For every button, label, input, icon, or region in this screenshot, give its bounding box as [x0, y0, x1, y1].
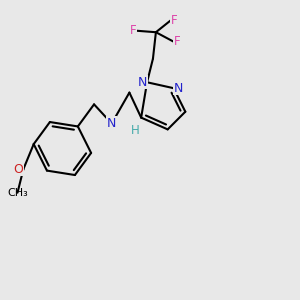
Text: H: H — [131, 124, 140, 137]
Text: F: F — [171, 14, 177, 27]
Text: N: N — [138, 76, 147, 89]
Text: O: O — [14, 163, 23, 176]
Text: CH₃: CH₃ — [7, 188, 28, 198]
Text: F: F — [130, 24, 137, 37]
Text: N: N — [174, 82, 183, 95]
Text: N: N — [107, 117, 116, 130]
Text: F: F — [174, 35, 180, 48]
